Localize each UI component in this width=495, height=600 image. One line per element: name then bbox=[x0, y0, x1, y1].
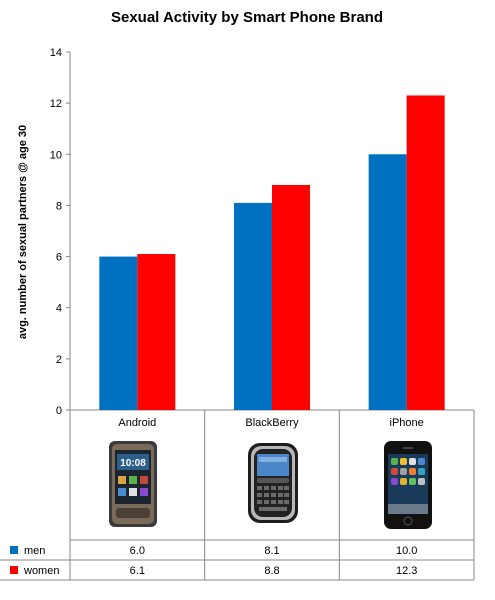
bars bbox=[70, 95, 474, 411]
data-label: 10.0 bbox=[396, 545, 417, 557]
iphone-icon bbox=[383, 440, 433, 530]
legend-label-men: men bbox=[24, 545, 45, 557]
svg-text:10:08: 10:08 bbox=[120, 458, 146, 469]
data-label: 6.0 bbox=[130, 545, 145, 557]
bar-men-blackberry bbox=[234, 202, 272, 410]
y-tick-label: 8 bbox=[56, 200, 62, 212]
y-axis: 0 2 4 6 8 10 12 14 bbox=[50, 47, 71, 417]
legend-label-women: women bbox=[23, 565, 59, 577]
category-label: BlackBerry bbox=[245, 417, 299, 429]
bar-men-iphone bbox=[368, 154, 407, 410]
y-tick-label: 2 bbox=[56, 354, 62, 366]
y-axis-label: avg. number of sexual partners @ age 30 bbox=[17, 125, 29, 339]
y-tick-label: 10 bbox=[50, 149, 62, 161]
blackberry-phone-icon bbox=[247, 442, 299, 524]
data-label: 6.1 bbox=[130, 565, 145, 577]
android-phone-icon: 10:08 bbox=[108, 440, 158, 528]
data-label: 8.8 bbox=[264, 565, 279, 577]
y-tick-label: 0 bbox=[56, 405, 62, 417]
y-tick-label: 6 bbox=[56, 252, 62, 264]
category-label: Android bbox=[118, 417, 156, 429]
bar-men-android bbox=[99, 256, 138, 410]
bar-women-blackberry bbox=[272, 184, 310, 410]
y-tick-label: 12 bbox=[50, 98, 62, 110]
y-tick-label: 4 bbox=[56, 303, 62, 315]
bar-women-android bbox=[137, 254, 176, 410]
data-label: 12.3 bbox=[396, 565, 417, 577]
chart-title: Sexual Activity by Smart Phone Brand bbox=[111, 9, 383, 26]
legend-swatch-women bbox=[10, 566, 18, 574]
legend-swatch-men bbox=[10, 546, 18, 554]
data-table: Android BlackBerry iPhone men 6.0 8.1 10.0 wome… bbox=[0, 410, 475, 581]
category-label: iPhone bbox=[390, 417, 424, 429]
data-label: 8.1 bbox=[264, 545, 279, 557]
y-tick-label: 14 bbox=[50, 47, 62, 59]
bar-women-iphone bbox=[406, 95, 445, 410]
